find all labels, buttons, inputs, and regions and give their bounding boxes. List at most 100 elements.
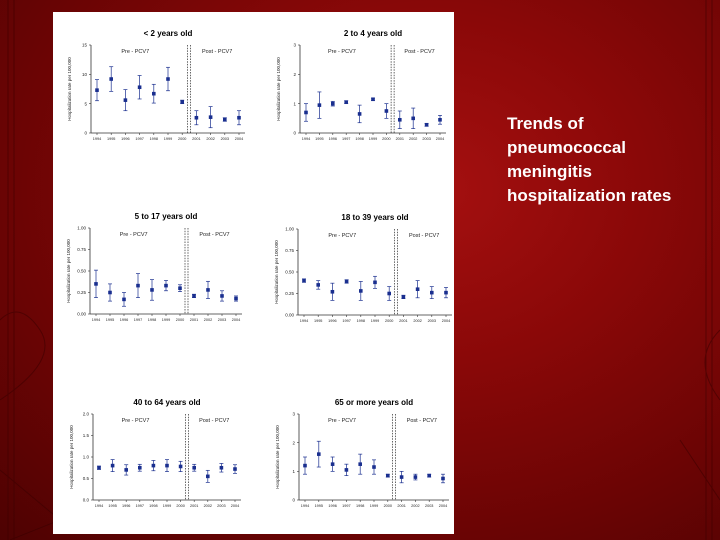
data-point [151,463,156,468]
x-tick-label: 1995 [315,137,323,141]
x-tick-label: 1997 [342,504,350,508]
pre-pcv7-label: Pre - PCV7 [120,232,148,238]
x-tick-label: 2003 [428,319,436,323]
data-point [192,294,196,298]
data-point [330,289,335,294]
data-point [233,467,237,471]
chart-title: 40 to 64 years old [133,398,200,407]
data-point [424,122,429,127]
x-tick-label: 1995 [315,504,323,508]
data-point [237,115,241,120]
x-tick-label: 2002 [411,504,419,508]
x-tick-label: 2001 [399,319,407,323]
data-point [317,103,322,107]
x-tick-label: 2001 [190,504,198,508]
x-tick-label: 1996 [329,137,337,141]
x-tick-label: 2004 [231,504,239,508]
x-tick-label: 1995 [108,504,116,508]
data-point [330,462,335,466]
chart-3: 5 to 17 years old Hospitalization rate pe… [66,212,242,322]
y-tick-label: 0.75 [77,247,86,252]
data-point [438,118,442,122]
chart-5: 40 to 64 years old Hospitalization rate p… [69,398,241,508]
data-point [316,283,320,287]
x-tick-label: 2004 [436,137,444,141]
y-tick-label: 1.00 [77,226,86,231]
chart-title: 2 to 4 years old [344,29,402,38]
data-point [94,282,98,286]
y-tick-label: 0.50 [285,270,294,275]
x-tick-label: 2000 [384,504,392,508]
y-tick-label: 2.0 [83,412,90,417]
data-point [398,118,402,122]
x-tick-label: 2000 [385,319,393,323]
y-tick-label: 0 [292,498,295,503]
y-tick-label: 1 [292,469,295,474]
data-point [138,465,142,470]
data-point [304,110,308,115]
chart-6: 65 or more years old Hospitalization rate… [275,398,449,508]
y-tick-label: 0.50 [77,269,86,274]
x-tick-label: 1996 [328,319,336,323]
slide-caption: Trends of pneumococcal meningitis hospit… [507,114,672,205]
data-point [444,290,448,295]
chart-4: 18 to 39 years old Hospitalization rate p… [274,213,452,323]
data-point [387,291,391,296]
x-tick-label: 1995 [107,137,115,141]
x-tick-label: 1996 [122,504,130,508]
x-tick-label: 2004 [232,318,240,322]
data-point [344,100,348,104]
post-pcv7-label: Post - PCV7 [199,232,229,238]
x-tick-label: 2003 [221,137,229,141]
data-point [430,290,434,295]
x-tick-label: 2003 [218,318,226,322]
data-point [427,473,431,478]
x-tick-label: 2000 [176,318,184,322]
data-point [178,286,182,290]
chart-title: 65 or more years old [335,398,413,407]
y-axis-label: Hospitalization rate per 100,000 [276,57,281,121]
data-point [331,101,335,106]
x-tick-label: 1999 [162,318,170,322]
data-point [109,77,113,81]
x-tick-label: 2004 [439,504,447,508]
y-tick-label: 2 [293,72,296,77]
chart-title: 18 to 39 years old [341,213,408,222]
data-point [371,97,375,102]
data-point [192,465,196,470]
data-point [344,468,349,472]
data-point [178,464,183,469]
data-point [164,283,168,288]
x-tick-label: 1997 [342,319,350,323]
x-tick-label: 2002 [409,137,417,141]
y-tick-label: 0.00 [77,312,86,317]
x-tick-label: 1994 [302,137,310,141]
x-tick-label: 2003 [422,137,430,141]
data-point [399,475,404,479]
x-tick-label: 1998 [150,137,158,141]
data-point [317,452,321,456]
x-tick-label: 1994 [95,504,103,508]
data-point [220,294,224,298]
data-point [415,287,420,291]
x-tick-label: 1998 [355,137,363,141]
post-pcv7-label: Post - PCV7 [202,49,232,55]
data-point [165,463,169,468]
x-tick-label: 1995 [106,318,114,322]
pre-pcv7-label: Pre - PCV7 [328,49,356,55]
y-tick-label: 0.5 [83,476,90,481]
y-axis-label: Hospitalization rate per 100,000 [66,239,71,303]
x-tick-label: 1996 [121,137,129,141]
x-tick-label: 1997 [342,137,350,141]
chart-2: 2 to 4 years old Hospitalization rate per… [276,29,446,141]
data-point [123,98,128,102]
chart-1: < 2 years old Hospitalization rate per 10… [67,29,245,141]
x-tick-label: 1996 [120,318,128,322]
data-point [384,109,389,113]
data-point [150,288,154,292]
x-tick-label: 2003 [425,504,433,508]
x-tick-label: 1998 [357,319,365,323]
data-point [180,100,184,104]
x-tick-label: 1998 [148,318,156,322]
data-point [137,85,142,90]
